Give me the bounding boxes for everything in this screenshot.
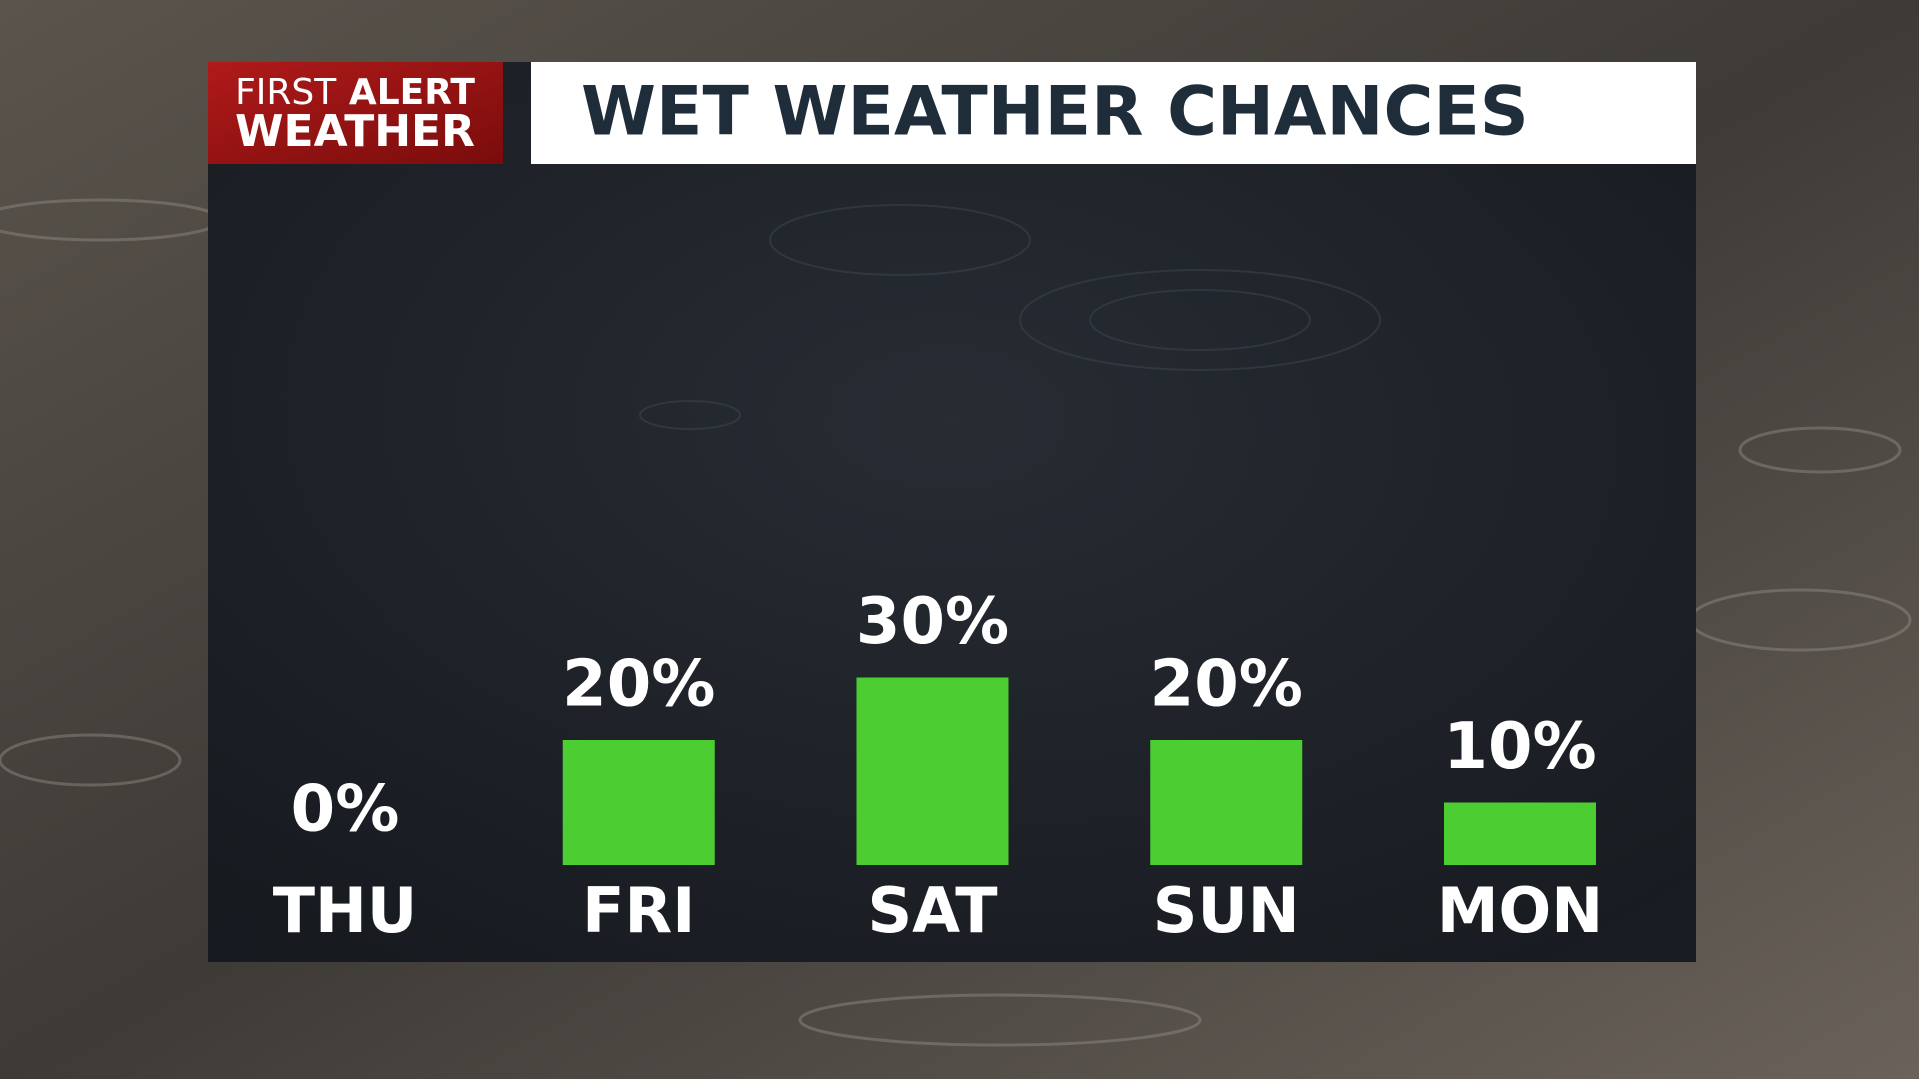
value-label: 20% (1150, 648, 1303, 722)
x-tick-label: SUN (1153, 874, 1300, 947)
bar (856, 677, 1009, 865)
value-label: 10% (1443, 710, 1596, 784)
value-label: 0% (291, 773, 400, 847)
x-tick-label: FRI (582, 874, 695, 947)
x-tick-label: MON (1437, 874, 1603, 947)
logo-box (208, 62, 503, 164)
bar (1150, 740, 1303, 865)
title-box (531, 62, 1696, 164)
logo-text: FIRST ALERT (235, 72, 475, 113)
logo-first: FIRST (235, 72, 337, 113)
x-tick-label: SAT (867, 874, 997, 947)
panel-ripples (639, 204, 1381, 430)
bar (562, 740, 715, 865)
value-label: 20% (562, 648, 715, 722)
x-tick-label: THU (273, 874, 418, 947)
logo-weather: WEATHER (235, 106, 475, 157)
chart-title: WET WEATHER CHANCES (581, 73, 1529, 152)
bar (1444, 802, 1596, 865)
value-label: 30% (856, 585, 1009, 659)
logo-alert: ALERT (349, 72, 475, 113)
